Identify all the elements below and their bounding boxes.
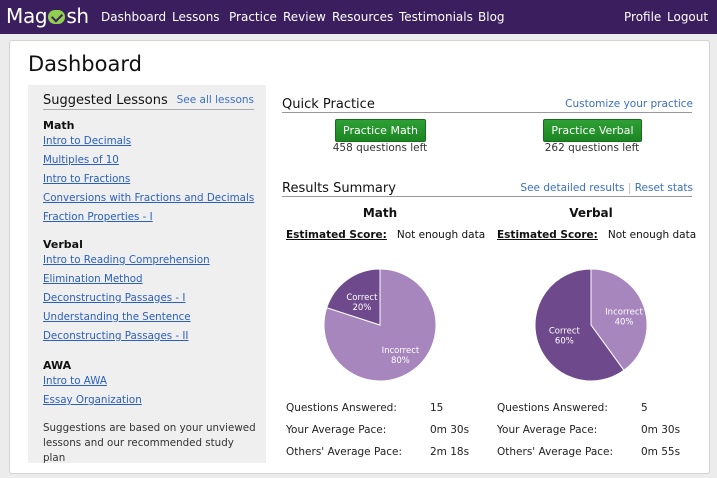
section-title-math: Math <box>43 119 75 132</box>
section-title-awa: AWA <box>43 359 72 372</box>
suggestions-note: Suggestions are based on your unviewed l… <box>43 422 256 464</box>
verbal-subject-title: Verbal <box>569 206 613 220</box>
verbal-stat-value: 0m 55s <box>641 446 681 458</box>
verbal-incorrect-slice <box>590 268 648 372</box>
nav-dashboard[interactable]: Dashboard <box>101 10 167 24</box>
dashboard-card: Dashboard Suggested Lessons See all less… <box>9 40 710 474</box>
results-divider <box>282 196 692 197</box>
math-incorrect-slice <box>323 268 437 382</box>
results-links: See detailed results | Reset stats <box>520 182 693 194</box>
verbal-incorrect-label: Incorrect 40% <box>605 307 643 327</box>
nav-practice[interactable]: Practice <box>229 10 277 24</box>
math-stat-label: Your Average Pace: <box>286 424 387 436</box>
verbal-questions-left: 262 questions left <box>544 142 640 154</box>
lesson-link[interactable]: Intro to AWA <box>43 375 107 387</box>
lesson-link[interactable]: Intro to Reading Comprehension <box>43 254 210 266</box>
lesson-link[interactable]: Understanding the Sentence <box>43 311 191 323</box>
suggested-lessons-panel: Suggested Lessons See all lessons Math I… <box>28 85 266 464</box>
math-questions-left: 458 questions left <box>332 142 428 154</box>
nav-blog[interactable]: Blog <box>478 10 505 24</box>
magoosh-logo[interactable]: Mag sh <box>6 4 89 28</box>
estimated-score-value: Not enough data <box>607 229 697 241</box>
suggested-lessons-heading: Suggested Lessons <box>43 93 168 108</box>
quick-practice-heading: Quick Practice <box>282 97 375 112</box>
lesson-link[interactable]: Deconstructing Passages - II <box>43 330 189 342</box>
estimated-score-label: Estimated Score: <box>497 229 598 241</box>
lesson-link[interactable]: Deconstructing Passages - I <box>43 292 186 304</box>
heading-divider <box>43 109 254 110</box>
nav-lessons[interactable]: Lessons <box>172 10 220 24</box>
math-correct-label: Correct 20% <box>346 293 378 313</box>
top-nav-bar: Mag sh Dashboard Lessons Practice Review … <box>0 0 717 34</box>
lesson-link[interactable]: Elimination Method <box>43 273 143 285</box>
verbal-stat-value: 0m 30s <box>641 424 681 436</box>
nav-logout[interactable]: Logout <box>667 10 709 24</box>
math-subject-title: Math <box>362 206 398 220</box>
quick-practice-divider <box>282 112 692 113</box>
math-stat-value: 15 <box>430 402 444 414</box>
verbal-stat-label: Questions Answered: <box>497 402 608 414</box>
lesson-link[interactable]: Conversions with Fractions and Decimals <box>43 192 255 204</box>
verbal-correct-label: Correct 60% <box>549 327 581 347</box>
customize-practice-link[interactable]: Customize your practice <box>565 98 693 110</box>
reset-stats-link[interactable]: Reset stats <box>634 182 693 194</box>
math-stat-label: Others' Average Pace: <box>286 446 403 458</box>
lesson-link[interactable]: Fraction Properties - I <box>43 211 153 223</box>
logo-text-left: Mag <box>6 4 48 28</box>
math-stat-value: 2m 18s <box>430 446 470 458</box>
see-all-lessons-link[interactable]: See all lessons <box>176 94 254 106</box>
nav-review[interactable]: Review <box>283 10 326 24</box>
practice-verbal-button[interactable]: Practice Verbal <box>543 119 642 142</box>
page-title: Dashboard <box>28 52 142 76</box>
lesson-link[interactable]: Multiples of 10 <box>43 154 119 166</box>
estimated-score-value: Not enough data <box>396 229 486 241</box>
nav-resources[interactable]: Resources <box>332 10 394 24</box>
practice-math-button[interactable]: Practice Math <box>335 119 426 142</box>
detailed-results-link[interactable]: See detailed results <box>520 182 625 194</box>
logo-text-right: sh <box>66 4 89 28</box>
verbal-stat-label: Your Average Pace: <box>497 424 598 436</box>
section-title-verbal: Verbal <box>43 238 83 251</box>
lesson-link[interactable]: Essay Organization <box>43 394 142 406</box>
nav-profile[interactable]: Profile <box>624 10 662 24</box>
verbal-results-pie-chart: Incorrect 40% Correct 60% <box>534 268 648 382</box>
verbal-estimated-score: Estimated Score: Not enough data <box>497 229 696 241</box>
lesson-link[interactable]: Intro to Fractions <box>43 173 131 185</box>
verbal-correct-slice <box>534 268 625 382</box>
math-stat-value: 0m 30s <box>430 424 470 436</box>
logo-check-icon <box>48 10 66 24</box>
results-summary-heading: Results Summary <box>282 181 396 196</box>
lesson-link[interactable]: Intro to Decimals <box>43 135 132 147</box>
link-separator: | <box>627 182 632 194</box>
math-incorrect-label: Incorrect 80% <box>382 346 420 366</box>
verbal-stat-label: Others' Average Pace: <box>497 446 614 458</box>
math-estimated-score: Estimated Score: Not enough data <box>286 229 485 241</box>
estimated-score-label: Estimated Score: <box>286 229 387 241</box>
math-correct-slice <box>326 268 381 326</box>
nav-testimonials[interactable]: Testimonials <box>399 10 473 24</box>
verbal-stat-value: 5 <box>641 402 648 414</box>
math-results-pie-chart: Incorrect 80% Correct 20% <box>323 268 437 382</box>
math-stat-label: Questions Answered: <box>286 402 397 414</box>
